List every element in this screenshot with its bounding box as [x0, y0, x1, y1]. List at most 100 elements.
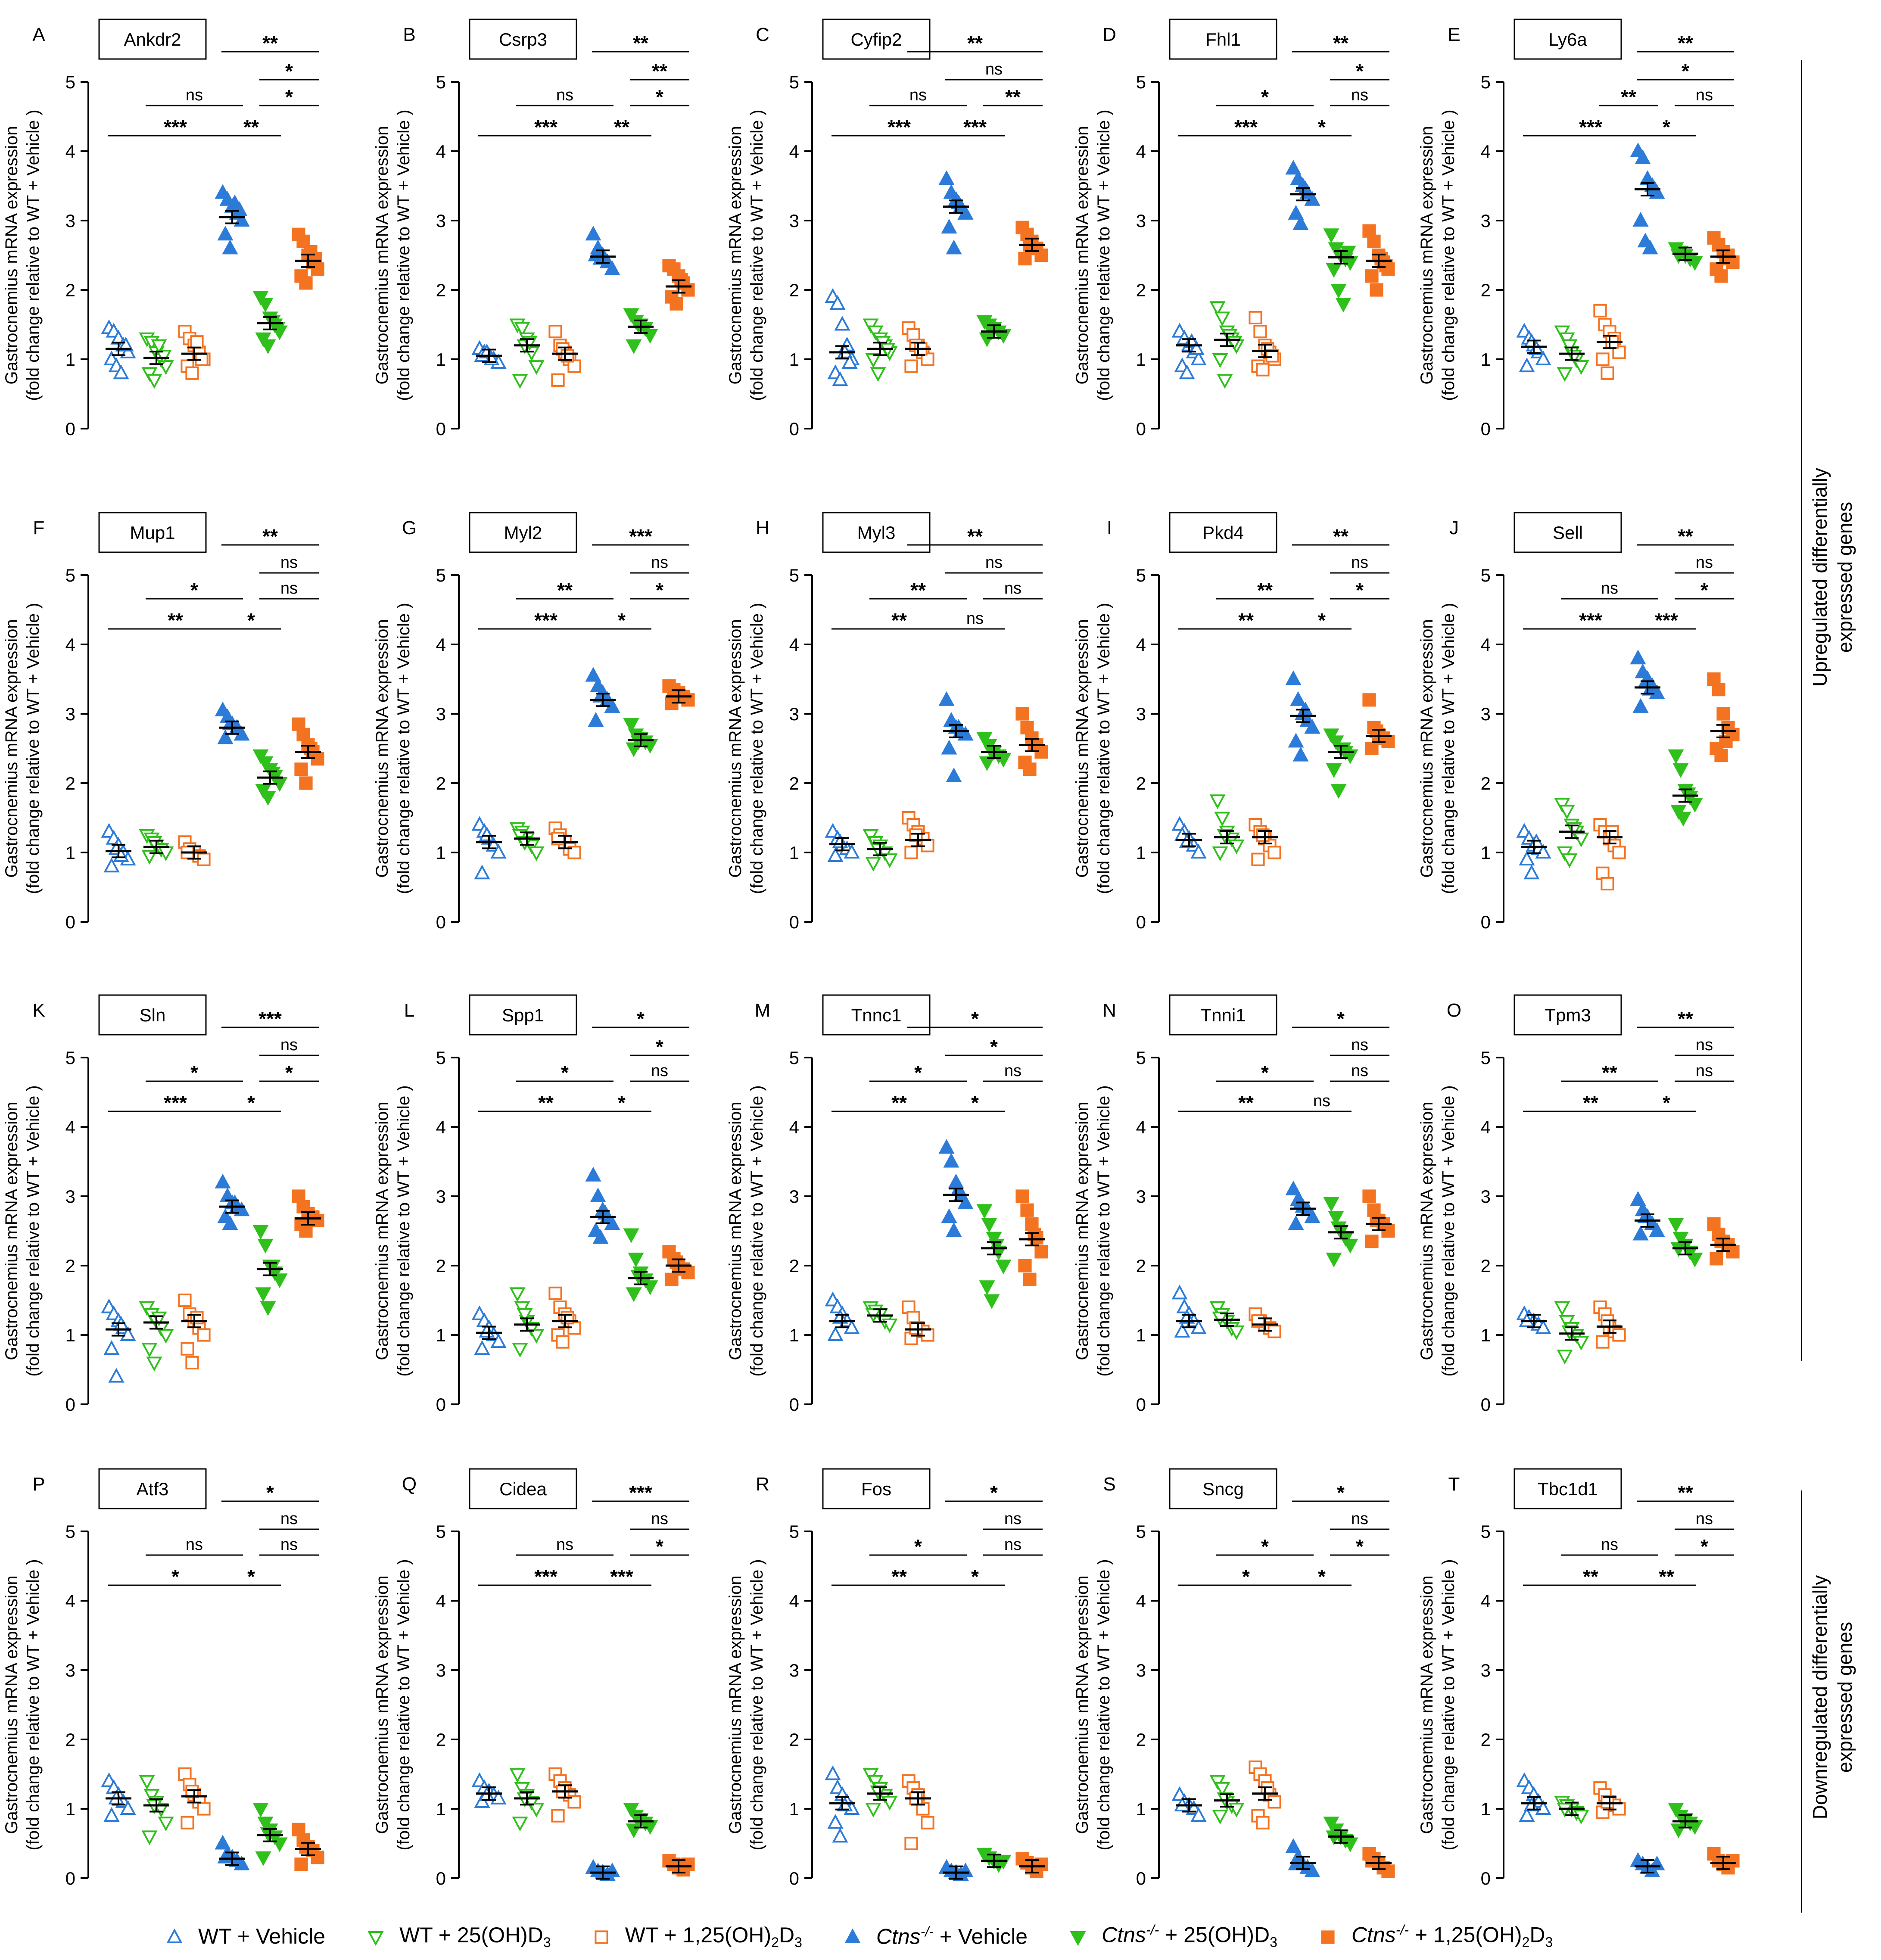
data-point — [844, 843, 860, 859]
y-tick-label: 3 — [436, 1660, 446, 1680]
y-axis-label-line1: Gastrocnemius mRNA expression — [726, 1575, 745, 1834]
inverted-triangle-filled-green-icon — [1067, 1926, 1089, 1947]
data-point — [1668, 1803, 1684, 1818]
data-point — [1559, 805, 1575, 820]
data-point — [509, 1768, 526, 1783]
data-point — [1601, 1795, 1614, 1809]
data-point — [113, 364, 129, 380]
square-open-orange-icon — [591, 1926, 612, 1947]
data-point — [630, 1813, 647, 1828]
y-axis-label-line1: Gastrocnemius mRNA expression — [2, 1101, 21, 1360]
data-point — [865, 857, 881, 872]
significance-label: *** — [1234, 116, 1258, 138]
panel-spp1: L Spp1 0 1 2 3 4 5 Gastrocnemius mRNA expression… — [373, 994, 695, 1415]
legend-subscript: 3 — [1545, 1934, 1553, 1950]
data-point — [1561, 1325, 1578, 1341]
significance-label: * — [190, 1061, 198, 1084]
y-tick-label: 1 — [65, 1799, 75, 1819]
y-tick-label: 3 — [1136, 1186, 1146, 1207]
data-point — [151, 339, 167, 354]
y-tick-label: 3 — [789, 1660, 799, 1680]
data-point — [1304, 1862, 1320, 1877]
y-tick-label: 0 — [1136, 912, 1146, 932]
gene-name: Mup1 — [130, 523, 175, 543]
y-tick-label: 3 — [789, 211, 799, 231]
gene-name: Pkd4 — [1202, 523, 1244, 543]
data-point — [234, 1855, 250, 1870]
data-point — [215, 1173, 231, 1188]
significance-label: * — [1261, 1061, 1269, 1084]
panel-letter: P — [32, 1474, 45, 1495]
gene-name-box — [1514, 1468, 1622, 1509]
data-point — [548, 325, 562, 339]
legend-marker — [844, 1928, 861, 1943]
data-point — [551, 1809, 565, 1823]
y-axis-label: Gastrocnemius mRNA expression (fold chang… — [2, 603, 43, 894]
gene-name-box — [822, 19, 931, 60]
panel-fhl1: D Fhl1 0 1 2 3 4 5 Gastrocnemius mRNA expression… — [1073, 19, 1395, 439]
y-axis-label: Gastrocnemius mRNA expression (fold chang… — [373, 1559, 413, 1850]
significance-label: *** — [629, 1481, 652, 1504]
y-tick-label: 1 — [65, 1325, 75, 1345]
data-point — [1214, 812, 1230, 827]
legend-subscript: 2 — [771, 1934, 779, 1950]
y-tick-label: 0 — [436, 1394, 446, 1415]
significance-label: ns — [280, 1536, 298, 1554]
y-tick-label: 0 — [789, 1394, 799, 1415]
data-point — [556, 1335, 570, 1349]
significance-label: * — [1663, 1092, 1670, 1114]
significance-label: * — [914, 1535, 922, 1558]
significance-label: * — [1337, 1008, 1345, 1030]
y-tick-label: 1 — [436, 1799, 446, 1819]
data-point — [222, 715, 238, 731]
y-tick-label: 0 — [65, 419, 75, 439]
y-tick-label: 0 — [436, 1868, 446, 1888]
legend-genotype: Ctns — [1102, 1923, 1146, 1947]
data-point — [517, 1308, 533, 1323]
significance-label: *** — [1579, 116, 1602, 138]
data-point — [1557, 367, 1573, 382]
legend-genotype: WT — [625, 1923, 658, 1947]
significance-label: ns — [280, 1510, 298, 1528]
data-point — [146, 374, 162, 389]
square-filled-orange-icon — [1317, 1926, 1339, 1947]
significance-label: * — [1261, 1535, 1269, 1558]
legend-treatment: + Vehicle — [231, 1924, 326, 1948]
panel-fos: R Fos 0 1 2 3 4 5 Gastrocnemius mRNA expression(… — [726, 1468, 1048, 1888]
y-tick-label: 4 — [1481, 1591, 1491, 1611]
significance-label: ** — [614, 116, 629, 138]
data-point — [986, 1232, 1002, 1247]
significance-label: ns — [1351, 1510, 1368, 1528]
significance-label: * — [266, 1481, 274, 1504]
data-point — [1519, 1807, 1535, 1822]
significance-label: * — [171, 1565, 179, 1588]
significance-label: ** — [557, 579, 573, 601]
data-point — [103, 858, 120, 873]
y-axis-label-line2: (fold change relative to WT + Vehicle ) — [1094, 1085, 1113, 1376]
y-tick-label: 3 — [436, 1186, 446, 1207]
significance-label: ns — [280, 1036, 298, 1054]
y-tick-label: 4 — [1481, 141, 1491, 162]
data-point — [1285, 670, 1302, 685]
data-point — [1593, 1781, 1607, 1795]
panel-letter: M — [755, 1000, 771, 1021]
panel-myl2: G Myl2 0 1 2 3 4 5 Gastrocnemius mRNA expression… — [373, 512, 695, 932]
significance-label: ** — [1583, 1092, 1598, 1114]
significance-label: *** — [610, 1565, 633, 1588]
gene-name: Ankdr2 — [124, 29, 181, 50]
data-point — [1668, 1218, 1684, 1233]
significance-label: *** — [164, 1092, 187, 1114]
gene-name: Atf3 — [137, 1479, 169, 1499]
data-point — [829, 295, 846, 310]
data-point — [623, 718, 639, 733]
data-point — [1632, 698, 1649, 713]
y-axis-label-line2: (fold change relative to WT + Vehicle ) — [24, 1559, 43, 1850]
y-tick-label: 2 — [789, 280, 799, 300]
panel-letter: S — [1103, 1474, 1115, 1495]
data-point — [630, 318, 647, 333]
legend-genotype: WT — [198, 1924, 231, 1948]
data-point — [304, 1210, 318, 1224]
legend-genotype: Ctns — [1351, 1923, 1396, 1947]
significance-label: * — [285, 1061, 293, 1084]
y-tick-label: 1 — [789, 1325, 799, 1345]
